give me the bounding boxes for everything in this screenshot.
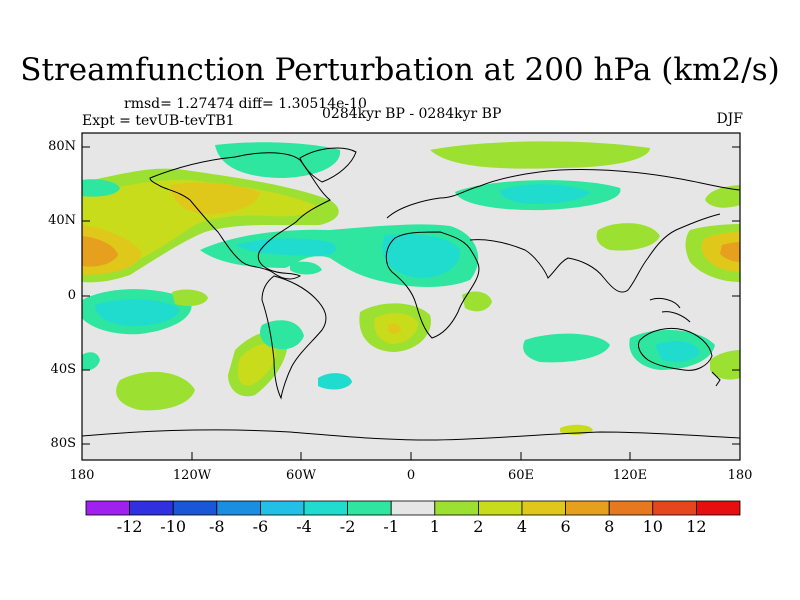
contour-ridge-asia: [596, 223, 660, 251]
contour-ridge-westpacific-high: [720, 242, 740, 262]
colorbar-label: -10: [160, 517, 187, 536]
contour-trough-arctic: [215, 142, 341, 178]
colorbar-label: 4: [516, 517, 528, 536]
colorbar: [85, 500, 741, 516]
colorbar-swatch: [172, 500, 218, 516]
experiment-label: Expt = tevUB-tevTB1: [82, 113, 235, 129]
colorbar-swatch: [303, 500, 348, 516]
contour-ridge-africa-south: [462, 291, 492, 312]
colorbar-swatch: [85, 500, 130, 516]
colorbar-label: -6: [252, 517, 269, 536]
colorbar-label: -2: [339, 517, 356, 536]
lon-label-60e: 60E: [507, 468, 535, 483]
coastlines: [82, 147, 740, 441]
lon-label-60w: 60W: [286, 468, 316, 483]
lat-label-0: 0: [67, 288, 76, 303]
map-title: Streamfunction Perturbation at 200 hPa (…: [20, 52, 780, 88]
contour-ridge-tasman: [710, 350, 740, 380]
colorbar-label: -1: [383, 517, 399, 536]
lon-label-180w: 180: [69, 468, 95, 483]
contour-trough-south-atlantic: [318, 373, 352, 390]
colorbar-label: 8: [604, 517, 615, 536]
stats-label: rmsd= 1.27474 diff= 1.30514e-10: [124, 96, 367, 112]
colorbar-swatch: [565, 500, 610, 516]
colorbar-label: 6: [560, 517, 571, 536]
contour-trough-dateline-south: [82, 352, 100, 371]
contour-ridge-south-america-mid: [237, 343, 276, 386]
lat-label-40n: 40N: [48, 213, 76, 228]
lat-label-80n: 80N: [48, 139, 76, 154]
eurasia-north-coast: [386, 168, 740, 219]
new-zealand-coast: [711, 371, 721, 387]
lon-label-120e: 120E: [612, 468, 648, 483]
lat-ticks: [82, 146, 740, 445]
colorbar-swatch: [390, 500, 436, 516]
contour-fields: [82, 141, 740, 435]
colorbar-swatch: [521, 500, 566, 516]
lon-ticks: [81, 452, 741, 460]
colorbar-label: 12: [686, 517, 707, 536]
contour-ridge-america-high: [170, 182, 260, 215]
colorbar-swatch: [259, 500, 305, 516]
colorbar-label: 2: [473, 517, 484, 536]
colorbar-label: 1: [429, 517, 440, 536]
contour-trough-indian-ocean: [523, 333, 610, 363]
lat-label-40s: 40S: [50, 362, 76, 377]
contour-trough-africa-mid: [382, 234, 461, 278]
asia-south-coast: [469, 213, 721, 293]
contour-trough-australia-mid: [655, 340, 700, 362]
contour-ridge-tropical-pacific: [172, 289, 208, 306]
south-america-coast: [261, 275, 327, 400]
colorbar-swatch: [129, 500, 174, 516]
season-label: DJF: [716, 111, 743, 127]
colorbar-swatch: [696, 500, 741, 516]
australia-coast: [637, 327, 713, 371]
colorbar-label: -8: [209, 517, 225, 536]
antarctica-coast: [82, 429, 740, 441]
africa-coast: [385, 231, 480, 339]
lat-label-80s: 80S: [50, 436, 76, 451]
greenland-coast: [299, 147, 357, 183]
contour-trough-bering: [82, 179, 120, 197]
contour-trough-atlantic-mid: [235, 238, 337, 257]
north-america-coast: [149, 152, 331, 280]
lon-label-180e: 180: [727, 468, 753, 483]
colorbar-swatch: [608, 500, 654, 516]
contour-ridge-south-atlantic-high: [388, 323, 401, 334]
lon-label-120w: 120W: [172, 468, 212, 483]
contour-trough-tropical-pacific-mid: [95, 299, 180, 326]
contour-trough-caribbean: [290, 261, 322, 275]
colorbar-swatch: [434, 500, 479, 516]
contour-trough-brazil: [260, 320, 304, 350]
colorbar-label: -4: [296, 517, 312, 536]
lon-label-0: 0: [406, 468, 416, 483]
colorbar-label: 10: [642, 517, 663, 536]
colorbar-swatch: [652, 500, 697, 516]
colorbar-swatch: [216, 500, 261, 516]
colorbar-swatch: [477, 500, 523, 516]
contour-ridge-pacific-max: [82, 236, 118, 267]
colorbar-label: -12: [116, 517, 143, 536]
indonesia-coast: [649, 297, 691, 323]
colorbar-swatch: [347, 500, 392, 516]
contour-ridge-pacific-mid: [82, 179, 316, 272]
contour-trough-eurasia-mid: [500, 184, 590, 204]
contour-ridge-south-pacific: [116, 371, 195, 411]
contour-ridge-eastasia: [705, 185, 740, 208]
contour-ridge-arctic: [430, 141, 650, 169]
period-label: 0284kyr BP - 0284kyr BP: [322, 106, 502, 122]
